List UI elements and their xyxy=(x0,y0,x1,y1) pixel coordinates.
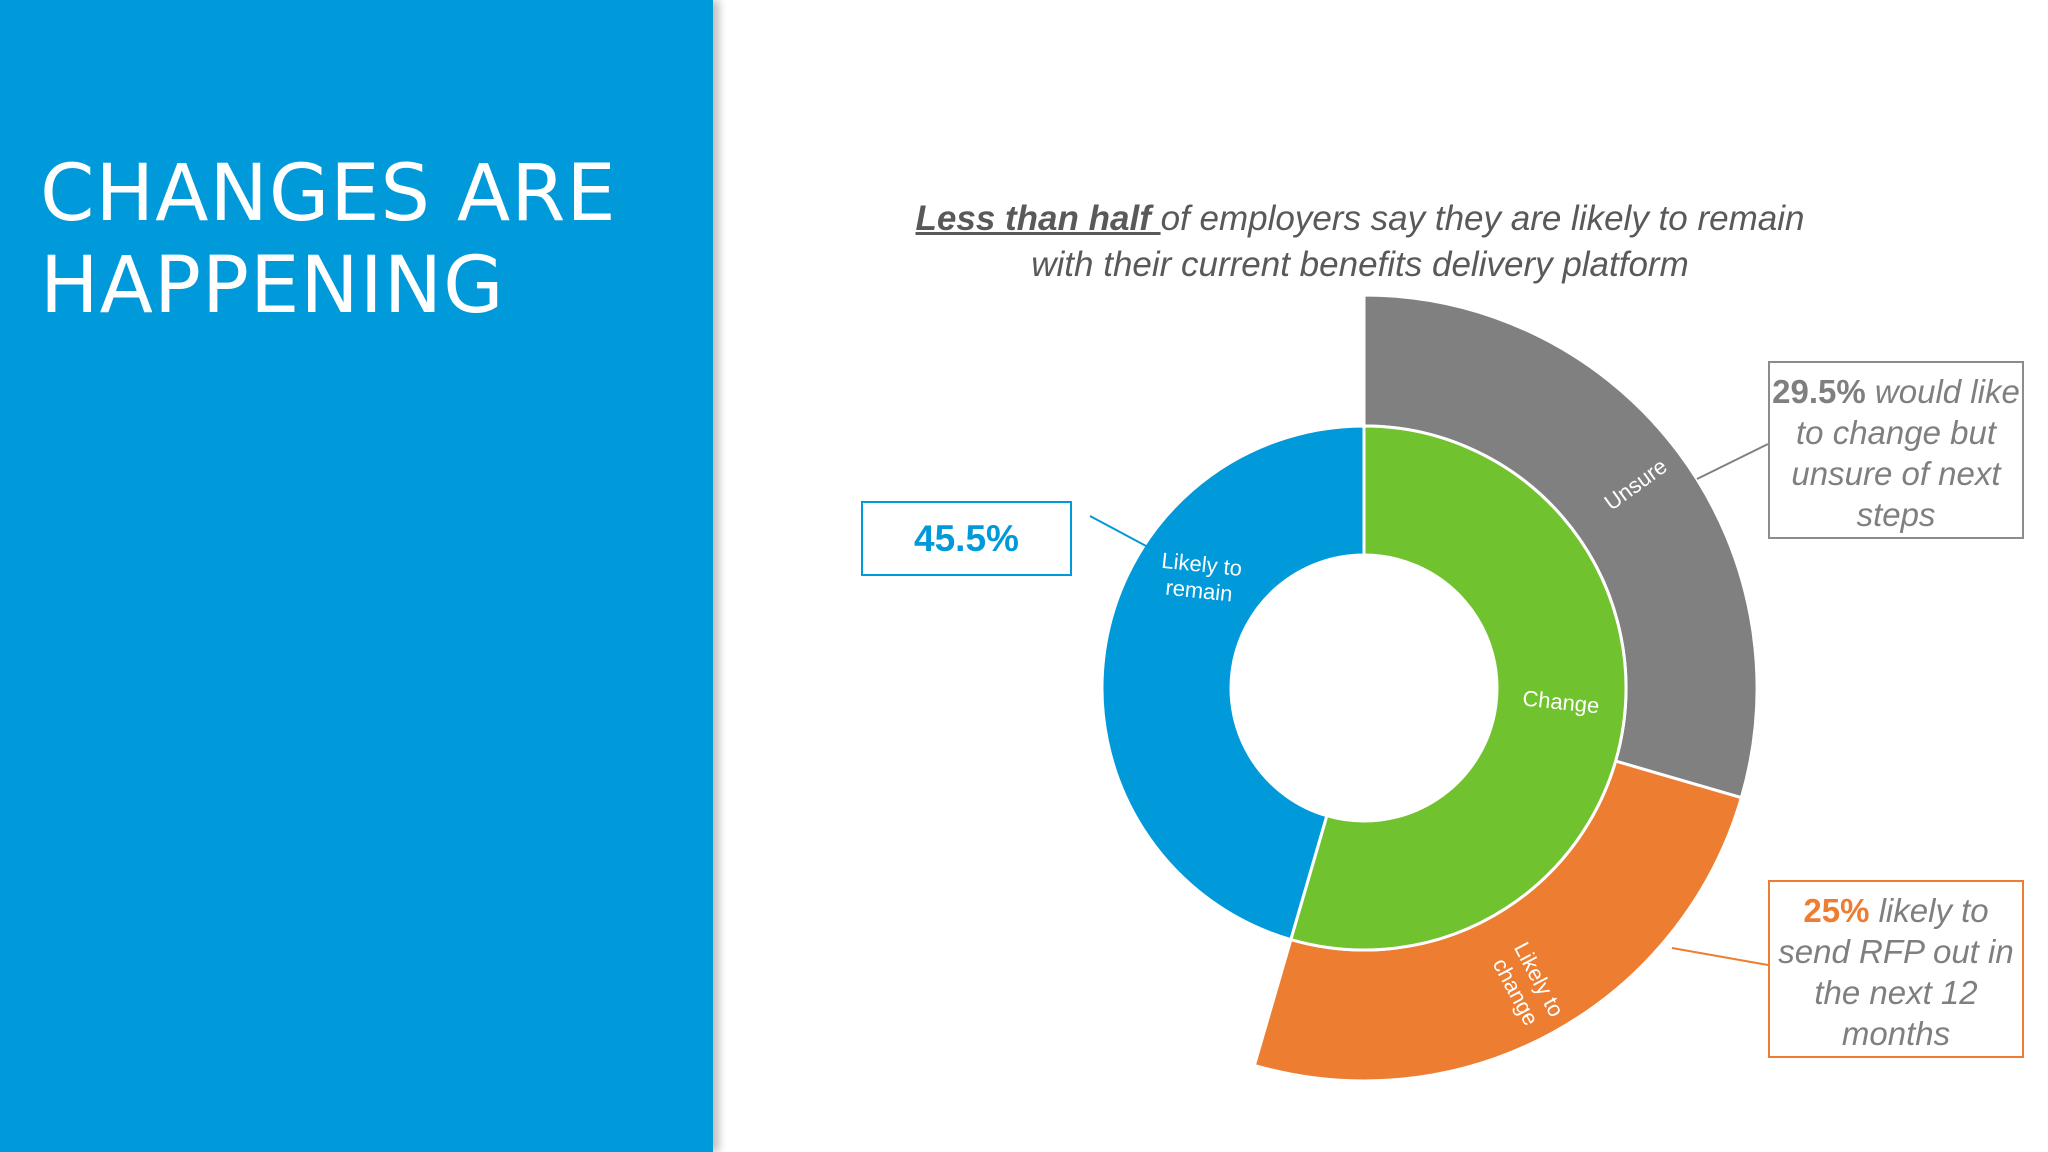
callout-unsure-pct: 29.5% xyxy=(1772,373,1866,410)
leader-unsure xyxy=(1696,443,1769,480)
segment-change xyxy=(1289,424,1628,952)
title-panel: CHANGES ARE HAPPENING xyxy=(0,0,713,1152)
callout-rfp-pct: 25% xyxy=(1803,892,1870,929)
chart-subtitle: Less than half of employers say they are… xyxy=(880,196,1840,288)
leader-rfp xyxy=(1671,947,1769,966)
callout-remain-pct: 45.5% xyxy=(914,518,1019,559)
subtitle-rest: of employers say they are likely to rema… xyxy=(1031,199,1805,284)
callout-unsure: 29.5% would like to change but unsure of… xyxy=(1768,361,2024,539)
callout-rfp: 25% likely to send RFP out in the next 1… xyxy=(1768,880,2024,1058)
slide-title-line-1: CHANGES ARE xyxy=(40,149,617,239)
subtitle-emphasis: Less than half xyxy=(915,199,1161,238)
label-rfp: Likely tochange xyxy=(1486,938,1569,1033)
slide-title: CHANGES ARE HAPPENING xyxy=(40,148,617,332)
label-remain: Likely toremain xyxy=(1158,548,1244,608)
segment-remain xyxy=(1100,424,1366,942)
callout-unsure-text: would like to change but unsure of next … xyxy=(1791,373,2020,533)
leader-remain xyxy=(1089,515,1149,548)
slide-title-line-2: HAPPENING xyxy=(40,241,505,331)
callout-remain: 45.5% xyxy=(861,501,1072,576)
callout-rfp-text: likely to send RFP out in the next 12 mo… xyxy=(1778,892,2014,1052)
